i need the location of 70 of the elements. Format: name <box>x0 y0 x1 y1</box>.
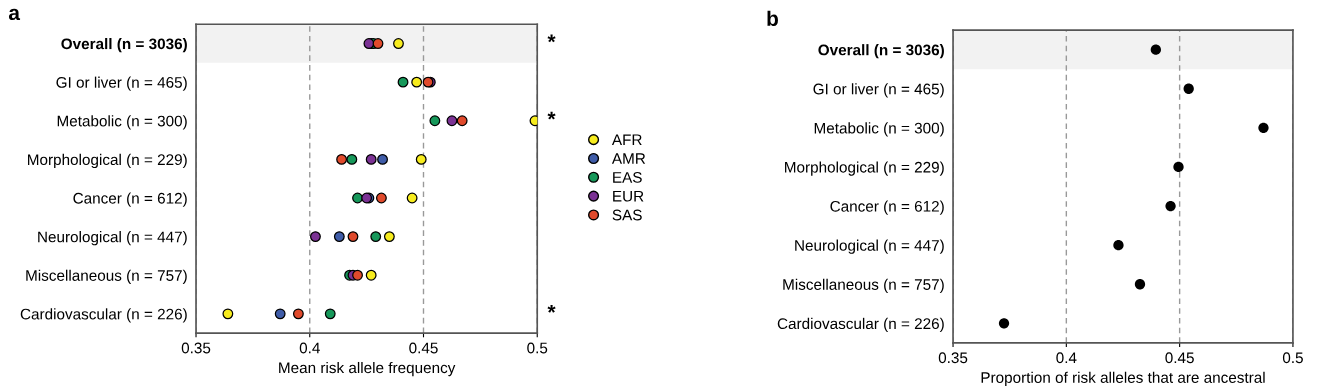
point <box>429 115 441 127</box>
point <box>352 269 363 281</box>
x-tick-label: 0.5 <box>527 342 548 354</box>
point <box>365 153 377 165</box>
text: * <box>547 34 556 43</box>
point <box>333 231 345 243</box>
y-tick-label: Cancer (n = 612) <box>73 192 187 207</box>
text: * <box>547 304 556 313</box>
y-tick-label: Overall (n = 3036) <box>818 44 944 59</box>
point <box>406 192 418 204</box>
point <box>324 308 336 320</box>
point <box>1113 240 1124 251</box>
point <box>336 153 348 165</box>
text: a <box>8 8 21 21</box>
y-tick-label: Miscellaneous (n = 757) <box>783 278 944 293</box>
point <box>1258 122 1269 134</box>
point <box>346 153 358 165</box>
point <box>529 115 538 127</box>
y-tick-label: Morphological (n = 229) <box>785 161 944 176</box>
legend-label: SAS <box>612 209 642 221</box>
y-tick-label: Cancer (n = 612) <box>830 200 944 215</box>
y-tick-label: Neurological (n = 447) <box>38 231 187 246</box>
y-tick-label: GI or liver (n = 465) <box>56 76 187 91</box>
point <box>415 153 427 165</box>
point <box>222 308 234 320</box>
legend-label: EUR <box>613 190 644 202</box>
point <box>393 38 404 49</box>
point <box>370 231 382 243</box>
x-tick-label: 0.45 <box>409 342 438 354</box>
point <box>1150 44 1161 55</box>
point <box>274 308 286 320</box>
point <box>411 76 423 88</box>
y-tick-label: Cardiovascular (n = 226) <box>777 317 944 333</box>
y-tick-label: Miscellaneous (n = 757) <box>26 269 187 284</box>
y-tick-label: Metabolic (n = 300) <box>814 122 944 137</box>
x-axis-title: Proportion of risk alleles that are ancestral <box>981 371 1265 386</box>
x-tick-label: 0.35 <box>938 352 968 364</box>
x-axis-title: Mean risk allele frequency <box>279 361 456 377</box>
point <box>998 318 1010 329</box>
point <box>446 115 458 127</box>
text: b <box>767 10 778 26</box>
point <box>1183 83 1194 94</box>
x-tick-label: 0.4 <box>299 342 320 354</box>
legend-label: EAS <box>613 171 642 183</box>
point <box>292 308 304 320</box>
point <box>1173 161 1184 173</box>
y-tick-label: Cardiovascular (n = 226) <box>20 308 187 323</box>
text: * <box>547 111 556 120</box>
y-tick-label: GI or liver (n = 465) <box>813 83 944 98</box>
legend-label: AFR <box>611 134 642 145</box>
point <box>365 269 377 281</box>
y-tick-label: Metabolic (n = 300) <box>57 115 187 130</box>
point <box>372 38 384 49</box>
x-tick-label: 0.35 <box>181 342 211 354</box>
x-tick-label: 0.4 <box>1056 352 1077 364</box>
y-tick-label: Neurological (n = 447) <box>795 239 944 254</box>
point <box>377 153 388 165</box>
point <box>1134 279 1146 290</box>
x-tick-label: 0.45 <box>1165 352 1194 364</box>
point <box>456 115 468 127</box>
x-tick-label: 0.5 <box>1282 352 1303 364</box>
point <box>383 231 395 243</box>
point <box>347 231 359 243</box>
y-tick-label: Morphological (n = 229) <box>28 153 187 169</box>
point <box>1165 200 1176 212</box>
legend-label: AMR <box>611 153 646 164</box>
point <box>375 192 387 204</box>
point <box>310 231 321 243</box>
point <box>397 76 409 88</box>
y-tick-label: Overall (n = 3036) <box>61 38 187 53</box>
